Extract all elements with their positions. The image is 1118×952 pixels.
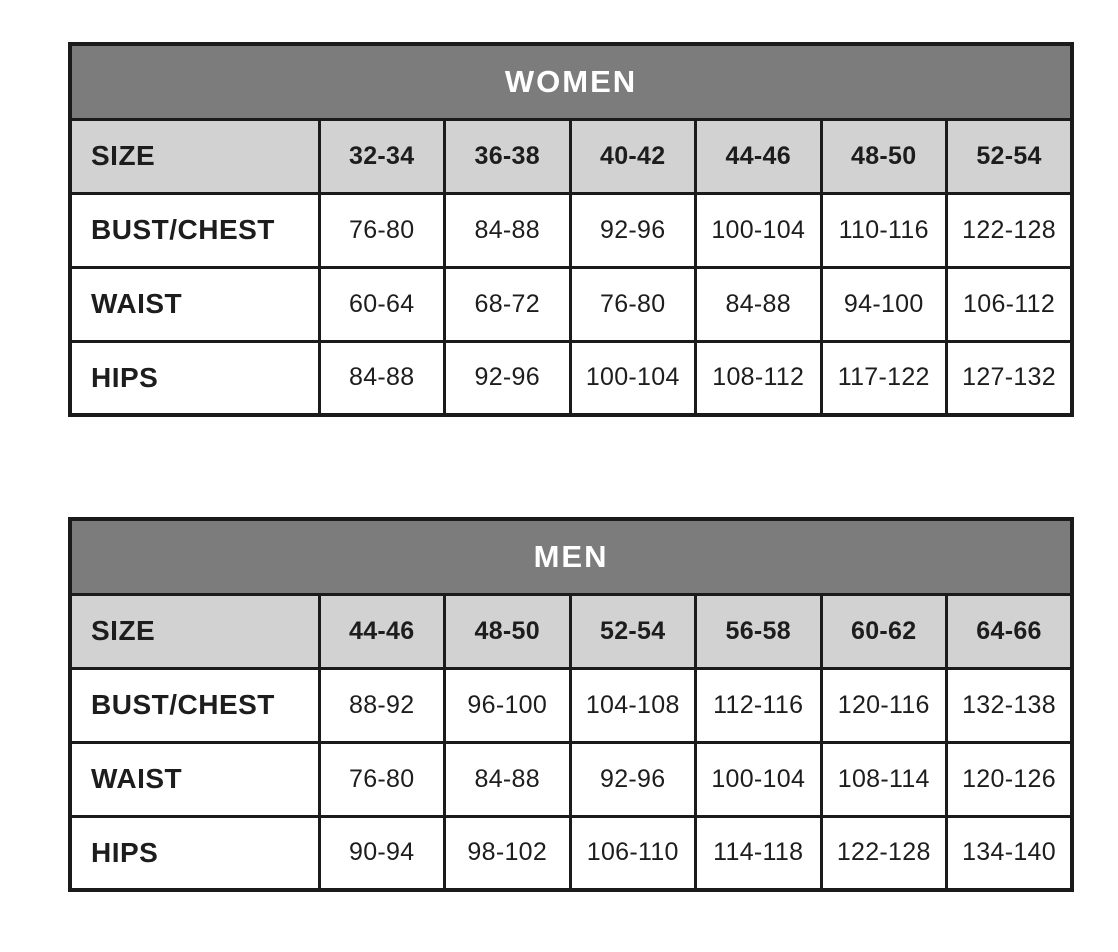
table-row: WOMEN	[68, 42, 1074, 121]
row-label-waist: WAIST	[68, 740, 321, 818]
table-row: MEN	[68, 517, 1074, 596]
measurement-value-cell: 92-96	[568, 191, 697, 269]
measurement-value-cell: 98-102	[443, 814, 572, 892]
size-value-cell: 60-62	[819, 592, 948, 670]
women-table-title: WOMEN	[68, 42, 1074, 121]
table-row: WAIST 76-80 84-88 92-96 100-104 108-114 …	[68, 740, 1074, 818]
measurement-value-cell: 76-80	[568, 265, 697, 343]
row-label-hips: HIPS	[68, 814, 321, 892]
size-value-cell: 56-58	[694, 592, 823, 670]
measurement-value-cell: 94-100	[819, 265, 948, 343]
measurement-value-cell: 117-122	[819, 339, 948, 417]
table-row: BUST/CHEST 76-80 84-88 92-96 100-104 110…	[68, 191, 1074, 269]
size-value-cell: 52-54	[945, 117, 1074, 195]
measurement-value-cell: 122-128	[945, 191, 1074, 269]
size-value-cell: 64-66	[945, 592, 1074, 670]
size-value-cell: 52-54	[568, 592, 697, 670]
measurement-value-cell: 127-132	[945, 339, 1074, 417]
table-row: HIPS 84-88 92-96 100-104 108-112 117-122…	[68, 339, 1074, 417]
measurement-value-cell: 100-104	[694, 191, 823, 269]
size-value-cell: 44-46	[317, 592, 446, 670]
measurement-value-cell: 60-64	[317, 265, 446, 343]
table-row: SIZE 44-46 48-50 52-54 56-58 60-62 64-66	[68, 592, 1074, 670]
table-row: WAIST 60-64 68-72 76-80 84-88 94-100 106…	[68, 265, 1074, 343]
measurement-value-cell: 104-108	[568, 666, 697, 744]
men-size-table: MEN SIZE 44-46 48-50 52-54 56-58 60-62 6…	[68, 517, 1075, 892]
measurement-value-cell: 92-96	[443, 339, 572, 417]
table-row: HIPS 90-94 98-102 106-110 114-118 122-12…	[68, 814, 1074, 892]
measurement-value-cell: 68-72	[443, 265, 572, 343]
women-size-table: WOMEN SIZE 32-34 36-38 40-42 44-46 48-50…	[68, 42, 1075, 417]
table-row: BUST/CHEST 88-92 96-100 104-108 112-116 …	[68, 666, 1074, 744]
measurement-value-cell: 84-88	[443, 740, 572, 818]
measurement-value-cell: 84-88	[694, 265, 823, 343]
measurement-value-cell: 100-104	[568, 339, 697, 417]
table-row: SIZE 32-34 36-38 40-42 44-46 48-50 52-54	[68, 117, 1074, 195]
measurement-value-cell: 112-116	[694, 666, 823, 744]
size-value-cell: 40-42	[568, 117, 697, 195]
measurement-value-cell: 134-140	[945, 814, 1074, 892]
row-label-size: SIZE	[68, 117, 321, 195]
measurement-value-cell: 120-116	[819, 666, 948, 744]
measurement-value-cell: 76-80	[317, 191, 446, 269]
measurement-value-cell: 92-96	[568, 740, 697, 818]
size-value-cell: 36-38	[443, 117, 572, 195]
measurement-value-cell: 106-112	[945, 265, 1074, 343]
measurement-value-cell: 108-114	[819, 740, 948, 818]
measurement-value-cell: 76-80	[317, 740, 446, 818]
measurement-value-cell: 90-94	[317, 814, 446, 892]
men-table-title: MEN	[68, 517, 1074, 596]
size-value-cell: 48-50	[819, 117, 948, 195]
row-label-bust-chest: BUST/CHEST	[68, 191, 321, 269]
size-value-cell: 48-50	[443, 592, 572, 670]
row-label-size: SIZE	[68, 592, 321, 670]
row-label-bust-chest: BUST/CHEST	[68, 666, 321, 744]
measurement-value-cell: 108-112	[694, 339, 823, 417]
measurement-value-cell: 122-128	[819, 814, 948, 892]
measurement-value-cell: 96-100	[443, 666, 572, 744]
row-label-hips: HIPS	[68, 339, 321, 417]
row-label-waist: WAIST	[68, 265, 321, 343]
measurement-value-cell: 110-116	[819, 191, 948, 269]
size-value-cell: 44-46	[694, 117, 823, 195]
measurement-value-cell: 84-88	[443, 191, 572, 269]
measurement-value-cell: 120-126	[945, 740, 1074, 818]
measurement-value-cell: 88-92	[317, 666, 446, 744]
measurement-value-cell: 100-104	[694, 740, 823, 818]
size-value-cell: 32-34	[317, 117, 446, 195]
measurement-value-cell: 114-118	[694, 814, 823, 892]
measurement-value-cell: 132-138	[945, 666, 1074, 744]
measurement-value-cell: 84-88	[317, 339, 446, 417]
measurement-value-cell: 106-110	[568, 814, 697, 892]
